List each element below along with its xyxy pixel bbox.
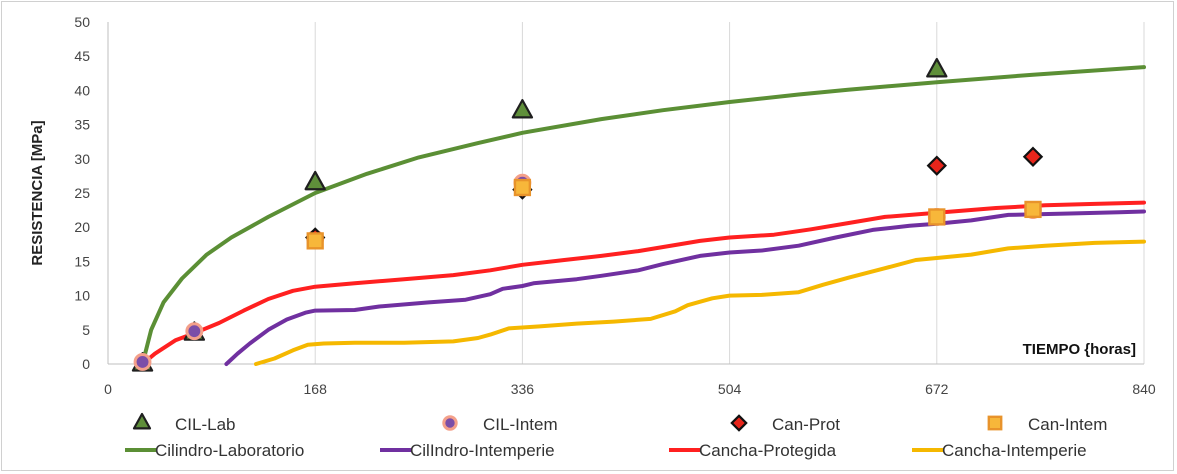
x-tick-label: 672 <box>925 381 949 397</box>
marker-can-prot <box>926 155 947 176</box>
x-tick-label: 504 <box>718 381 742 397</box>
legend-label: Cilindro-Laboratorio <box>155 441 304 460</box>
marker-cil-intem <box>185 322 204 341</box>
marker-can-intem <box>1024 200 1042 219</box>
legend-label: CilIndro-Intemperie <box>410 441 555 460</box>
grid <box>314 22 1145 364</box>
legend-label: Cancha-Intemperie <box>942 441 1087 460</box>
legend-label: Cancha-Protegida <box>699 441 837 460</box>
y-tick-label: 20 <box>74 219 90 235</box>
series-line-cancha-intemperie <box>254 239 1146 366</box>
legend-label: Can-Intem <box>1028 415 1107 434</box>
legend-marker-can-intem <box>987 415 1003 431</box>
marker-cil-intem <box>133 353 152 371</box>
legend-label: CIL-Intem <box>483 415 558 434</box>
axes: 0 5 10 15 20 25 30 35 40 45 50 0 168 336 504 672 840 <box>74 14 1155 397</box>
marker-can-intem <box>928 208 946 226</box>
legend-label: CIL-Lab <box>175 415 235 434</box>
line-series <box>140 65 1146 366</box>
x-tick-label: 168 <box>304 381 328 397</box>
x-tick-label: 0 <box>104 381 112 397</box>
series-line-cilindro-laboratorio <box>140 65 1146 366</box>
y-tick-label: 35 <box>74 117 90 133</box>
legend: CIL-Lab CIL-Intem Can-Prot Can-Intem Cilindr… <box>125 412 1107 460</box>
y-tick-label: 50 <box>74 14 90 30</box>
legend-label: Can-Prot <box>772 415 840 434</box>
scatter-series <box>131 57 1044 372</box>
legend-marker-cil-intem <box>442 415 458 431</box>
y-axis-label: RESISTENCIA [MPa] <box>29 120 46 265</box>
legend-marker-can-prot <box>730 414 748 432</box>
y-tick-label: 10 <box>74 288 90 304</box>
legend-marker-cil-lab <box>132 412 152 430</box>
marker-cil-lab <box>926 57 948 78</box>
marker-can-intem <box>306 232 324 250</box>
series-line-cancha-protegida <box>140 200 1146 366</box>
marker-can-intem <box>513 178 532 197</box>
y-tick-label: 0 <box>82 356 90 372</box>
marker-can-prot <box>1022 146 1044 167</box>
marker-cil-lab <box>304 170 326 191</box>
y-tick-label: 30 <box>74 151 90 167</box>
y-tick-label: 45 <box>74 48 90 64</box>
x-tick-label: 840 <box>1132 381 1156 397</box>
y-tick-label: 25 <box>74 185 90 201</box>
x-tick-label: 336 <box>511 381 535 397</box>
y-tick-label: 40 <box>74 82 90 98</box>
x-axis-label: TIEMPO {horas] <box>1023 341 1136 358</box>
y-tick-label: 5 <box>82 322 90 338</box>
marker-cil-lab <box>511 99 534 119</box>
y-tick-label: 15 <box>74 253 90 269</box>
